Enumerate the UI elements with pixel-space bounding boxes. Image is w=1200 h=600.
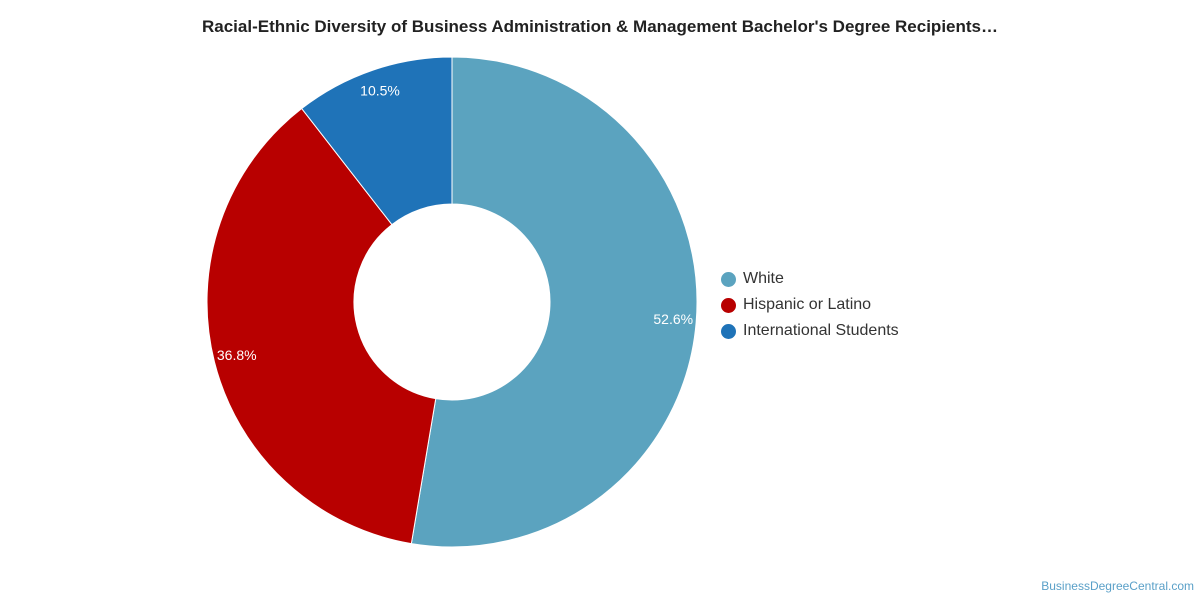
- legend-item[interactable]: International Students: [721, 318, 899, 344]
- chart-title: Racial-Ethnic Diversity of Business Admi…: [201, 17, 998, 36]
- donut-slices: [206, 56, 698, 548]
- slice-white[interactable]: [410, 56, 698, 548]
- slice-label: 36.8%: [217, 347, 257, 363]
- legend-item[interactable]: White: [721, 266, 899, 292]
- legend-marker: [721, 297, 736, 313]
- legend-item[interactable]: Hispanic or Latino: [721, 292, 899, 318]
- slice-hispanic-or-latino[interactable]: [206, 107, 437, 545]
- slice-labels: 52.6% 36.8% 10.5%: [217, 83, 693, 363]
- legend-label: International Students: [743, 322, 899, 339]
- legend-marker: [721, 323, 736, 339]
- legend-label: White: [743, 270, 784, 287]
- slice-label: 10.5%: [360, 83, 400, 99]
- slice-international-students[interactable]: [301, 56, 453, 226]
- legend-marker: [721, 271, 736, 287]
- chart-legend: White Hispanic or Latino International Stu…: [721, 266, 899, 344]
- slice-label: 52.6%: [653, 311, 693, 327]
- source-watermark[interactable]: BusinessDegreeCentral.com: [1041, 579, 1194, 593]
- legend-label: Hispanic or Latino: [743, 296, 872, 313]
